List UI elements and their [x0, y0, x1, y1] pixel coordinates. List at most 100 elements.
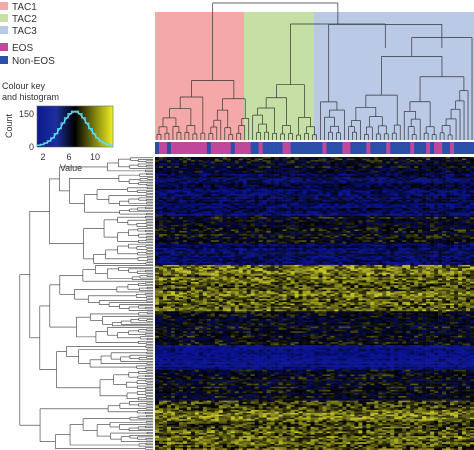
heatmap-cell — [174, 186, 180, 189]
heatmap-cell — [390, 209, 395, 212]
heatmap-cell — [446, 241, 451, 244]
heatmap-cell — [206, 240, 212, 243]
heatmap-cell — [186, 210, 192, 213]
heatmap-cell — [318, 226, 323, 229]
heatmap-cell — [306, 200, 311, 202]
heatmap-cell — [330, 157, 335, 159]
heatmap-cell — [446, 234, 451, 236]
heatmap-cell — [274, 232, 279, 235]
heatmap-cell — [218, 227, 224, 230]
heatmap-cell — [394, 224, 399, 227]
heatmap-cell — [346, 204, 351, 207]
heatmap-cell — [170, 217, 176, 219]
heatmap-cell — [370, 207, 375, 210]
heatmap-cell — [290, 201, 295, 204]
heatmap-cell — [294, 181, 299, 184]
heatmap-cell — [298, 175, 303, 178]
heatmap-cell — [222, 218, 228, 221]
heatmap-cell — [214, 214, 220, 216]
heatmap-cell — [298, 218, 303, 221]
heatmap-cell — [234, 240, 239, 243]
heatmap-cell — [174, 217, 180, 219]
heatmap-cell — [378, 201, 383, 204]
heatmap-cell — [202, 210, 208, 213]
heatmap-cell — [350, 198, 355, 201]
heatmap-cell — [466, 161, 471, 164]
heatmap-cell — [314, 223, 319, 226]
heatmap-cell — [374, 183, 379, 186]
heatmap-cell — [470, 163, 474, 165]
heatmap-cell — [314, 235, 319, 238]
heatmap-cell — [218, 172, 224, 175]
heatmap-cell — [155, 186, 160, 189]
heatmap-cell — [406, 243, 411, 246]
heatmap-cell — [334, 197, 339, 199]
heatmap-cell — [350, 227, 355, 230]
heatmap-cell — [350, 194, 355, 196]
heatmap-cell — [378, 157, 383, 159]
heatmap-cell — [242, 203, 247, 206]
heatmap-cell — [466, 164, 471, 167]
heatmap-cell — [166, 215, 172, 218]
heatmap-cell — [366, 212, 371, 215]
heatmap-cell — [222, 186, 228, 189]
heatmap-cell — [362, 180, 367, 182]
heatmap-cell — [270, 173, 275, 176]
heatmap-cell — [366, 178, 371, 181]
heatmap-cell — [358, 163, 363, 165]
heatmap-cell — [382, 184, 387, 187]
heatmap-cell — [238, 241, 243, 244]
heatmap-cell — [442, 167, 447, 170]
heatmap-cell — [378, 235, 383, 238]
heatmap-cell — [414, 161, 419, 164]
heatmap-cell — [366, 157, 371, 159]
heatmap-cell — [386, 215, 391, 218]
heatmap-cell — [386, 227, 391, 230]
heatmap-cell — [430, 220, 435, 223]
heatmap-cell — [322, 194, 327, 196]
heatmap-cell — [326, 221, 331, 224]
heatmap-cell — [250, 224, 255, 227]
heatmap-cell — [214, 178, 220, 181]
heatmap-cell — [442, 164, 447, 167]
heatmap-cell — [430, 181, 435, 184]
heatmap-cell — [354, 243, 359, 246]
heatmap-cell — [262, 169, 267, 172]
heatmap-cell — [402, 180, 407, 182]
heatmap-cell — [358, 186, 363, 189]
heatmap-cell — [218, 243, 224, 246]
heatmap-cell — [206, 210, 212, 213]
heatmap-cell — [198, 169, 204, 172]
heatmap-cell — [362, 207, 367, 210]
heatmap-cell — [246, 167, 251, 170]
heatmap-cell — [166, 221, 172, 224]
heatmap-cell — [186, 169, 192, 172]
eos-annotation-cell — [194, 142, 200, 154]
heatmap-cell — [278, 237, 283, 239]
heatmap-cell — [370, 186, 375, 189]
heatmap-cell — [158, 221, 164, 224]
heatmap-cell — [210, 212, 216, 215]
heatmap-cell — [374, 224, 379, 227]
heatmap-cell — [155, 214, 160, 216]
heatmap-cell — [170, 187, 176, 190]
heatmap-cell — [162, 170, 168, 173]
heatmap-cell — [174, 234, 180, 236]
heatmap-cell — [446, 210, 451, 213]
heatmap-cell — [266, 235, 271, 238]
heatmap-cell — [262, 209, 267, 212]
heatmap-cell — [382, 241, 387, 244]
heatmap-cell — [218, 215, 224, 218]
heatmap-cell — [246, 195, 251, 198]
heatmap-cell — [382, 221, 387, 224]
heatmap-cell — [450, 181, 455, 184]
heatmap-cell — [358, 224, 363, 227]
heatmap-cell — [170, 206, 176, 209]
heatmap-cell — [254, 194, 259, 196]
heatmap-cell — [362, 186, 367, 189]
heatmap-cell — [270, 200, 275, 202]
heatmap-cell — [166, 180, 172, 182]
heatmap-cell — [306, 209, 311, 212]
heatmap-cell — [166, 186, 172, 189]
heatmap-cell — [422, 194, 427, 196]
